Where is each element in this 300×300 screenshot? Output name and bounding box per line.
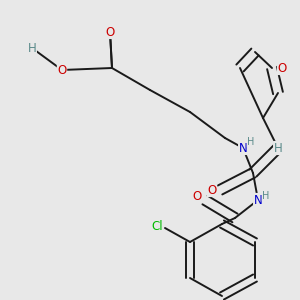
Text: N: N bbox=[238, 142, 247, 154]
Text: O: O bbox=[192, 190, 202, 202]
Text: H: H bbox=[274, 142, 282, 154]
Text: H: H bbox=[262, 191, 270, 201]
Text: O: O bbox=[105, 26, 115, 38]
Text: N: N bbox=[254, 194, 262, 206]
Text: H: H bbox=[28, 41, 36, 55]
Text: H: H bbox=[247, 137, 255, 147]
Text: O: O bbox=[57, 64, 67, 76]
Text: O: O bbox=[278, 61, 286, 74]
Text: O: O bbox=[207, 184, 217, 196]
Text: Cl: Cl bbox=[151, 220, 163, 232]
